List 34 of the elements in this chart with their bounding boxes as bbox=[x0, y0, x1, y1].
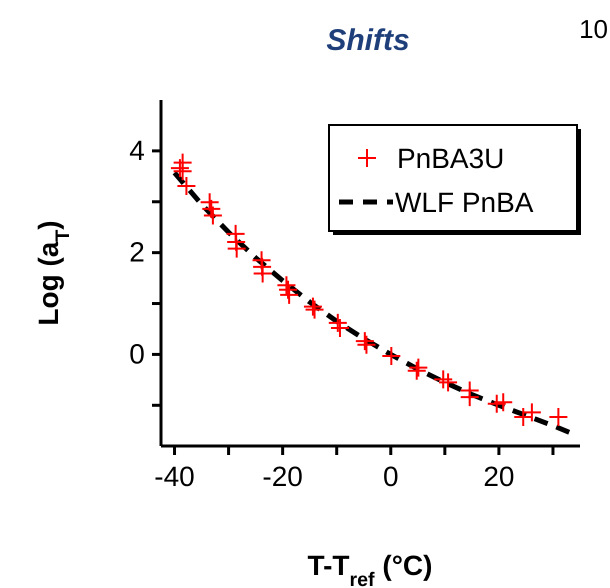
point bbox=[381, 346, 402, 366]
legend-label: PnBA3U bbox=[397, 143, 504, 174]
chart-title: Shifts bbox=[326, 24, 410, 57]
point bbox=[226, 238, 247, 259]
x-tick-label: -40 bbox=[154, 461, 195, 492]
x-tick-label: 0 bbox=[382, 461, 399, 492]
x-tick-label: 20 bbox=[483, 461, 514, 492]
point bbox=[252, 264, 273, 284]
point bbox=[201, 198, 222, 219]
x-tick-label: -20 bbox=[262, 461, 303, 492]
y-tick-label: 0 bbox=[129, 338, 145, 370]
point bbox=[330, 318, 350, 338]
point bbox=[486, 394, 507, 414]
point bbox=[276, 275, 296, 296]
point bbox=[356, 334, 376, 355]
text: 10 bbox=[579, 14, 608, 44]
point bbox=[438, 372, 458, 392]
point bbox=[460, 387, 480, 408]
point bbox=[200, 192, 220, 212]
point bbox=[354, 331, 375, 352]
x-axis-title: T-T$_{ref}$ (°C) bbox=[308, 550, 432, 588]
legend-label: WLF PnBA bbox=[395, 187, 534, 218]
point bbox=[252, 250, 272, 270]
point bbox=[328, 312, 348, 333]
y-tick-label: 4 bbox=[129, 134, 145, 166]
y-tick-label: 2 bbox=[129, 236, 145, 268]
point bbox=[176, 176, 196, 196]
point bbox=[433, 369, 454, 390]
point bbox=[548, 406, 568, 427]
point bbox=[252, 256, 272, 277]
point bbox=[279, 284, 300, 305]
point bbox=[493, 392, 514, 412]
point bbox=[278, 280, 298, 300]
point bbox=[202, 206, 223, 226]
